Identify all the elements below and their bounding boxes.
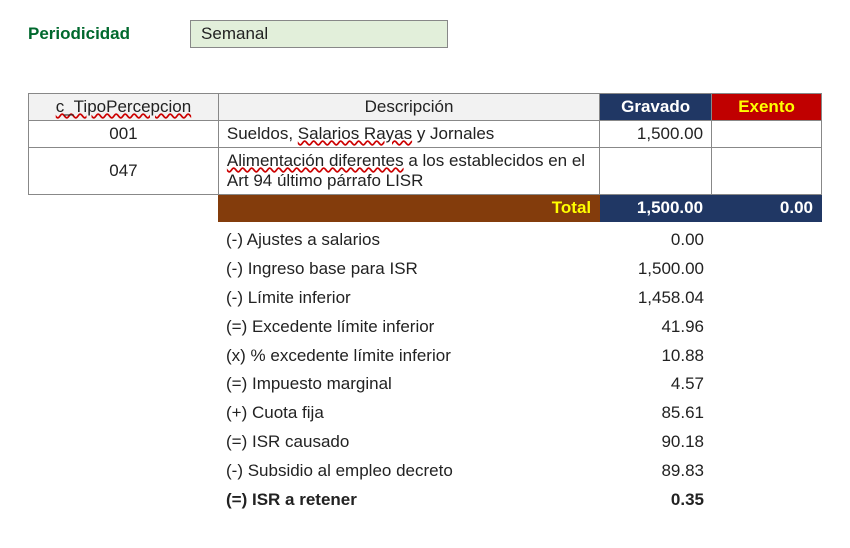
col-header-tipo: c_TipoPercepcion	[29, 94, 219, 121]
total-blank	[29, 195, 219, 222]
calc-label: (=) Excedente límite inferior	[218, 313, 600, 342]
cell-gravado: 1,500.00	[600, 121, 712, 148]
cell-exento	[712, 148, 822, 195]
calc-spacer	[28, 428, 218, 457]
calc-label: (-) Ingreso base para ISR	[218, 255, 600, 284]
calc-spacer	[28, 370, 218, 399]
col-header-exento: Exento	[712, 94, 822, 121]
calc-spacer	[28, 486, 218, 515]
calc-spacer	[28, 255, 218, 284]
calc-exen-blank	[712, 342, 822, 371]
calc-spacer	[28, 342, 218, 371]
desc-text: y Jornales	[412, 124, 494, 143]
cell-desc: Alimentación diferentes a los establecid…	[218, 148, 599, 195]
calc-exen-blank	[712, 457, 822, 486]
calc-row: (=) ISR a retener0.35	[28, 486, 822, 515]
cell-code: 001	[29, 121, 219, 148]
table-row: 047 Alimentación diferentes a los establ…	[29, 148, 822, 195]
desc-text-underlined: Salarios Rayas	[298, 124, 412, 143]
total-gravado: 1,500.00	[600, 195, 712, 222]
cell-gravado	[600, 148, 712, 195]
calc-exen-blank	[712, 399, 822, 428]
calc-section: (-) Ajustes a salarios0.00(-) Ingreso ba…	[28, 226, 822, 515]
desc-text: Sueldos,	[227, 124, 298, 143]
calc-exen-blank	[712, 486, 822, 515]
desc-text-underlined: Alimentación diferentes	[227, 151, 404, 170]
calc-row: (-) Límite inferior1,458.04	[28, 284, 822, 313]
calc-value: 90.18	[600, 428, 712, 457]
calc-value: 41.96	[600, 313, 712, 342]
calc-label: (+) Cuota fija	[218, 399, 600, 428]
calc-value: 0.35	[600, 486, 712, 515]
periodicity-value[interactable]: Semanal	[190, 20, 448, 48]
periodicity-row: Periodicidad Semanal	[28, 20, 822, 48]
calc-value: 10.88	[600, 342, 712, 371]
cell-desc: Sueldos, Salarios Rayas y Jornales	[218, 121, 599, 148]
calc-exen-blank	[712, 226, 822, 255]
calc-value: 1,500.00	[600, 255, 712, 284]
calc-label: (-) Ajustes a salarios	[218, 226, 600, 255]
total-label: Total	[218, 195, 599, 222]
calc-exen-blank	[712, 284, 822, 313]
total-exento: 0.00	[712, 195, 822, 222]
table-row: 001 Sueldos, Salarios Rayas y Jornales 1…	[29, 121, 822, 148]
calc-spacer	[28, 313, 218, 342]
calc-label: (x) % excedente límite inferior	[218, 342, 600, 371]
calc-label: (=) ISR a retener	[218, 486, 600, 515]
calc-value: 4.57	[600, 370, 712, 399]
calc-row: (-) Subsidio al empleo decreto89.83	[28, 457, 822, 486]
calc-exen-blank	[712, 255, 822, 284]
calc-exen-blank	[712, 428, 822, 457]
calc-row: (=) Impuesto marginal4.57	[28, 370, 822, 399]
calc-spacer	[28, 399, 218, 428]
cell-exento	[712, 121, 822, 148]
calc-exen-blank	[712, 370, 822, 399]
col-header-gravado: Gravado	[600, 94, 712, 121]
calc-row: (-) Ingreso base para ISR1,500.00	[28, 255, 822, 284]
periodicity-label: Periodicidad	[28, 24, 130, 44]
calc-row: (x) % excedente límite inferior10.88	[28, 342, 822, 371]
calc-value: 1,458.04	[600, 284, 712, 313]
calc-value: 85.61	[600, 399, 712, 428]
calc-row: (=) ISR causado90.18	[28, 428, 822, 457]
cell-code: 047	[29, 148, 219, 195]
calc-label: (-) Límite inferior	[218, 284, 600, 313]
calc-exen-blank	[712, 313, 822, 342]
calc-spacer	[28, 226, 218, 255]
calc-value: 89.83	[600, 457, 712, 486]
calc-spacer	[28, 457, 218, 486]
percepcion-table: c_TipoPercepcion Descripción Gravado Exe…	[28, 93, 822, 222]
calc-row: (=) Excedente límite inferior41.96	[28, 313, 822, 342]
calc-value: 0.00	[600, 226, 712, 255]
total-row: Total 1,500.00 0.00	[29, 195, 822, 222]
calc-label: (-) Subsidio al empleo decreto	[218, 457, 600, 486]
calc-label: (=) Impuesto marginal	[218, 370, 600, 399]
calc-spacer	[28, 284, 218, 313]
calc-label: (=) ISR causado	[218, 428, 600, 457]
col-header-desc: Descripción	[218, 94, 599, 121]
calc-row: (+) Cuota fija85.61	[28, 399, 822, 428]
calc-row: (-) Ajustes a salarios0.00	[28, 226, 822, 255]
